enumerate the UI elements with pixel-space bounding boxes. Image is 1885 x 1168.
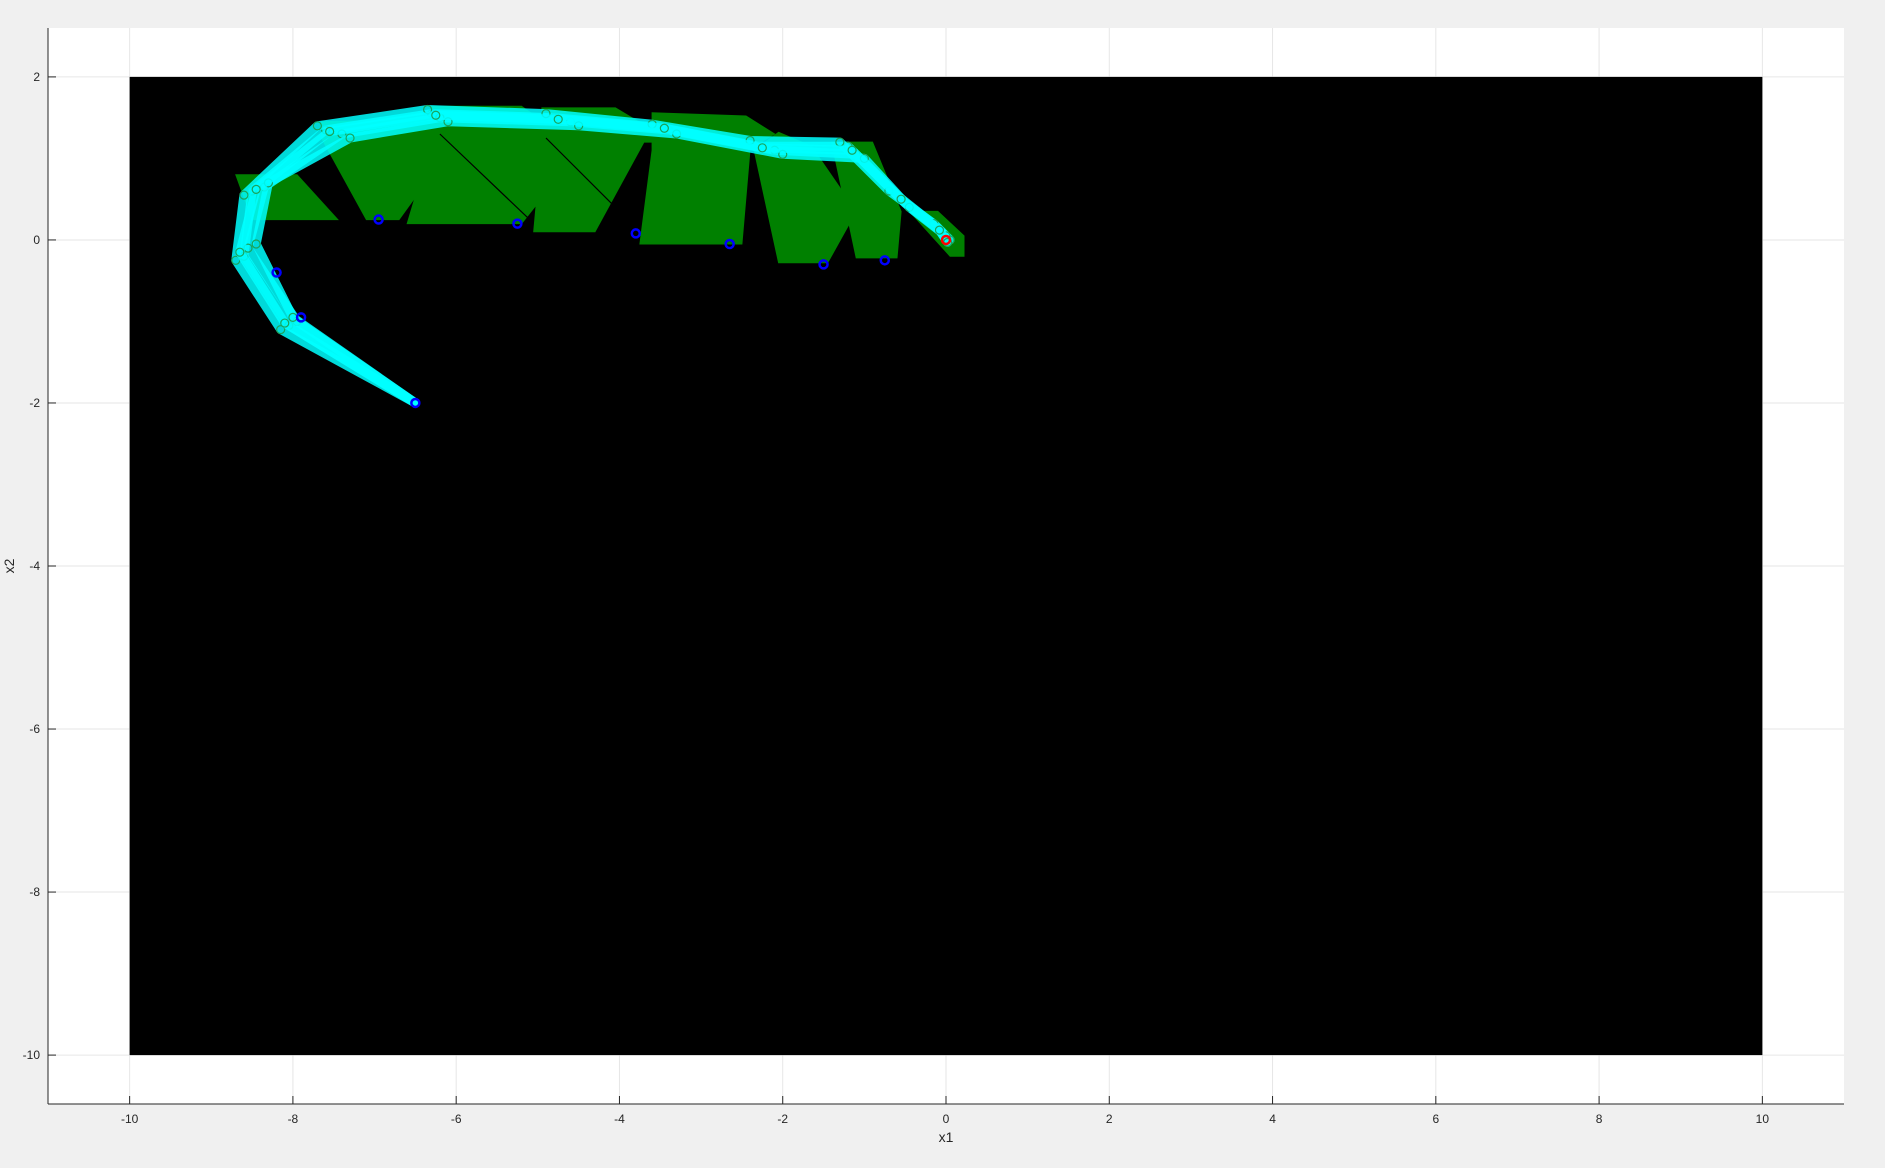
boundary-line: [545, 137, 637, 229]
x-tick-label: -10: [121, 1112, 139, 1126]
y-axis-label: x2: [1, 558, 17, 573]
trajectories: [231, 104, 955, 408]
x-tick-label: 4: [1269, 1112, 1276, 1126]
x-tick-label: -6: [451, 1112, 462, 1126]
set-boundaries: [439, 133, 637, 229]
x-tick-label: 6: [1432, 1112, 1439, 1126]
trajectory-line: [235, 110, 953, 408]
reach-set-polygon: [831, 141, 902, 259]
x-tick-label: 10: [1756, 1112, 1770, 1126]
trajectory-marker: [276, 325, 286, 335]
trajectory-marker: [345, 133, 355, 143]
x-tick-label: -8: [288, 1112, 299, 1126]
sample-point: [295, 312, 307, 323]
sample-points: [271, 214, 952, 409]
x-tick-label: 8: [1596, 1112, 1603, 1126]
sample-point: [271, 267, 282, 278]
x-tick-label: 2: [1106, 1112, 1113, 1126]
trajectory-marker: [553, 114, 563, 124]
sample-point: [410, 397, 421, 409]
y-tick-label: 2: [33, 70, 40, 84]
trajectory-marker: [239, 190, 249, 200]
sample-point: [512, 218, 523, 229]
trajectory-marker: [659, 123, 669, 133]
sample-point: [630, 228, 642, 239]
sample-point: [373, 214, 384, 225]
sample-point: [818, 259, 829, 270]
trajectory-marker: [235, 247, 245, 257]
x-tick-label: -4: [614, 1112, 625, 1126]
trajectory-marker: [251, 239, 261, 249]
x-tick-label: -2: [777, 1112, 788, 1126]
axis-ticks: -10 -8 -6 -4 -2 0 2 4 6 8 10 2 0 -2 -4 -6 -8 -10: [23, 70, 1770, 1126]
x-tick-label: 0: [943, 1112, 950, 1126]
y-tick-label: -10: [23, 1048, 41, 1062]
y-tick-label: -8: [29, 885, 40, 899]
y-tick-label: -6: [29, 722, 40, 736]
sample-point: [879, 255, 891, 266]
target-point: [940, 234, 952, 246]
boundary-line: [439, 133, 531, 221]
trajectory-marker: [896, 194, 906, 204]
trajectory-marker: [847, 145, 857, 155]
trajectory-marker: [431, 110, 441, 120]
y-tick-label: -4: [29, 559, 40, 573]
y-tick-label: -2: [29, 396, 40, 410]
trajectory-marker: [251, 184, 261, 194]
trajectory-marker: [280, 318, 290, 328]
y-tick-label: 0: [33, 233, 40, 247]
trajectory-marker: [757, 143, 767, 153]
sample-point: [724, 238, 735, 250]
x-axis-label: x1: [939, 1129, 954, 1145]
trajectory-marker: [312, 121, 322, 131]
trajectory-marker: [325, 126, 335, 137]
trajectory-marker: [934, 225, 945, 235]
